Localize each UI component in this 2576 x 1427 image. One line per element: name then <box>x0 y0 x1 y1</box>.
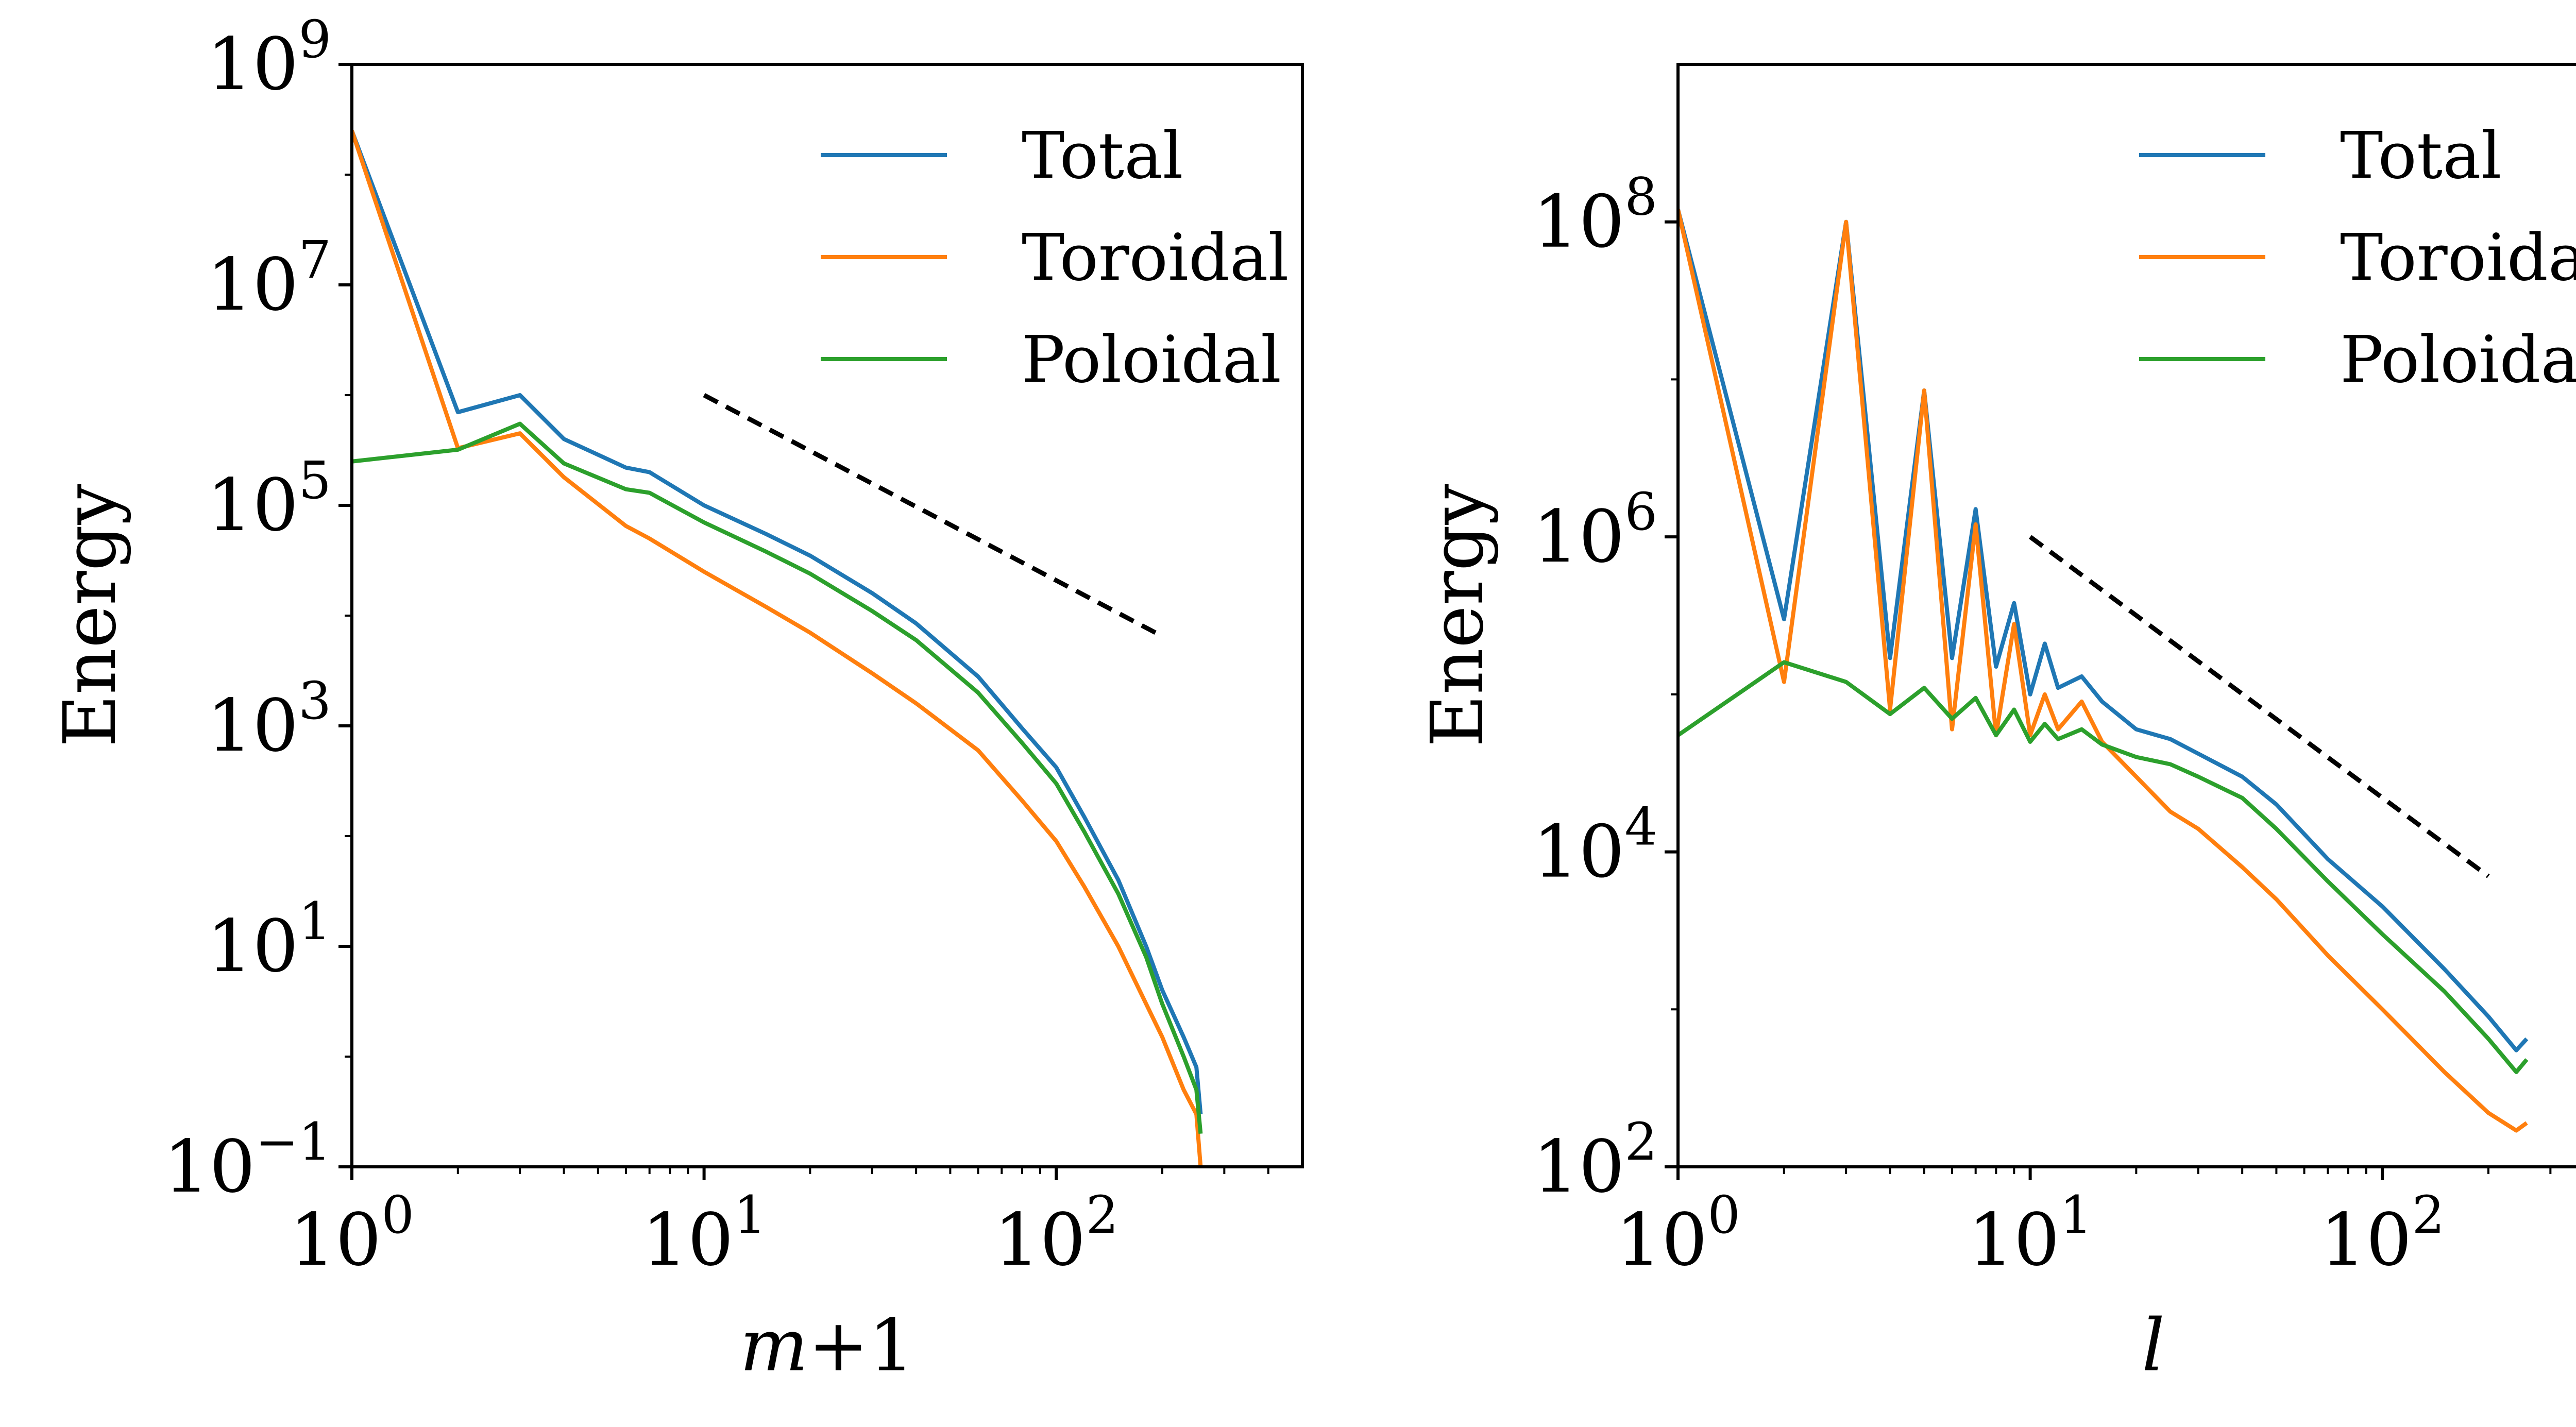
right-chart-panel: 100 101 102 102 104 106 108 l Energy Total Toro… <box>1416 63 2576 1388</box>
right-ticks-layer: 100 101 102 102 104 106 108 <box>1533 167 2552 1282</box>
left-x-axis-label: m+1 <box>740 1304 914 1388</box>
left-x-tick-label: 100 <box>290 1185 414 1282</box>
right-legend-label-poloidal: Poloidal <box>2340 322 2576 397</box>
left-legend-label-toroidal: Toroidal <box>1022 220 1289 295</box>
right-legend: Total Toroidal Poloidal <box>2139 118 2576 397</box>
right-reference-slope-line <box>2028 535 2490 878</box>
left-series-line-total <box>352 130 1203 1115</box>
left-y-tick-label: 103 <box>207 671 331 768</box>
left-x-tick-label: 102 <box>994 1185 1118 1282</box>
left-series-line-poloidal <box>352 421 1203 1134</box>
left-legend-label-poloidal: Poloidal <box>1022 322 1281 397</box>
right-series-line-toroidal <box>1678 209 2528 1133</box>
left-y-tick-label: 10−1 <box>163 1112 331 1209</box>
right-series-line-poloidal <box>1678 660 2529 1074</box>
left-legend: Total Toroidal Poloidal <box>821 118 1289 397</box>
left-series-line-toroidal <box>352 130 1203 1167</box>
left-x-tick-label: 101 <box>642 1185 767 1282</box>
right-plot-frame <box>1676 63 2576 1168</box>
right-x-tick-label: 100 <box>1616 1185 1740 1282</box>
right-series-layer <box>1678 209 2529 1133</box>
right-x-axis-label: l <box>2142 1304 2165 1388</box>
left-y-axis-label: Energy <box>48 484 132 748</box>
right-x-tick-label: 101 <box>1968 1185 2093 1282</box>
left-legend-label-total: Total <box>1022 118 1183 193</box>
left-y-tick-label: 101 <box>207 891 331 989</box>
right-x-tick-label: 102 <box>2320 1185 2445 1282</box>
right-y-axis-label: Energy <box>1416 484 1500 748</box>
right-y-tick-label: 106 <box>1533 482 1657 579</box>
left-ticks-layer: 100 101 102 10−1 101 103 105 107 109 <box>163 9 1269 1282</box>
right-y-tick-label: 102 <box>1533 1112 1657 1209</box>
left-reference-slope-line <box>703 393 1164 639</box>
right-annotation-layer <box>2028 535 2490 878</box>
right-y-tick-label: 108 <box>1533 167 1657 264</box>
left-annotation-layer <box>703 393 1164 639</box>
right-y-tick-label: 104 <box>1533 797 1657 894</box>
left-series-layer <box>352 130 1203 1167</box>
left-y-tick-label: 105 <box>207 450 331 548</box>
left-y-tick-label: 109 <box>207 9 331 107</box>
left-y-tick-label: 107 <box>207 230 331 327</box>
right-legend-label-total: Total <box>2340 118 2502 193</box>
right-legend-label-toroidal: Toroidal <box>2340 220 2576 295</box>
